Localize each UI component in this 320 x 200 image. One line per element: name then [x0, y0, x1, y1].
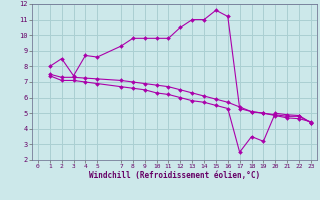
X-axis label: Windchill (Refroidissement éolien,°C): Windchill (Refroidissement éolien,°C) — [89, 171, 260, 180]
